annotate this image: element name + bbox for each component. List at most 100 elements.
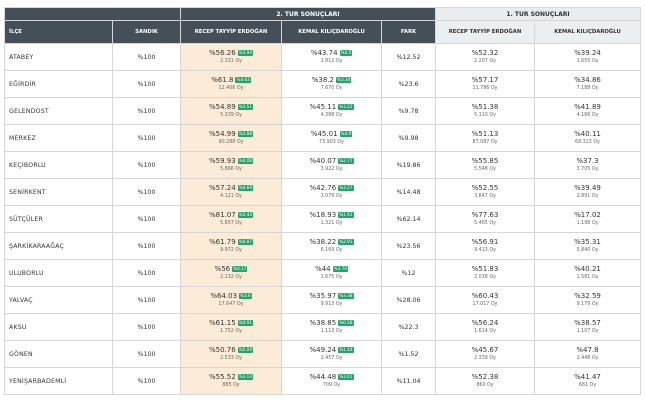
r1-rte-cell: %56.24 1.614 Oy [435,313,535,341]
r1-rte-votes: 9.413 Oy [474,248,496,253]
table-row: SENİRKENT %100 %57.24 %4.69 4.121 Oy %42.… [4,178,642,206]
rte-pct-line: %55.52 %3.14 [181,373,281,382]
kk-cell: %18.93 %1.91 1.321 Oy [281,205,382,233]
rte-votes: 5.339 Oy [220,113,242,118]
kk-pct-line: %45.11 %3.22 [282,103,381,112]
kk-cell: %42.76 %3.27 3.079 Oy [281,178,382,206]
rte-cell: %64.03 %3.6 17.647 Oy [180,286,282,314]
r1-rte-pct: %77.63 [471,211,499,219]
results-body: ATABEY %100 %56.26 %3.94 2.331 Oy %43.74%… [4,43,642,395]
fark-value: %28.06 [381,286,436,314]
kk-votes: 3.922 Oy [320,167,343,172]
kk-cell: %38.85 %0.28 1.113 Oy [281,313,382,341]
group-header-row: 2. TUR SONUÇLARI 1. TUR SONUÇLARI [4,7,642,21]
fark-value: %62.14 [381,205,436,233]
r1-kk-pct: %17.02 [574,211,601,219]
ilce-name: ATABEY [4,43,113,71]
rte-pct-line: %59.93 %4.08 [181,157,281,166]
rte-cell: %81.07 %3.44 5.657 Oy [180,205,282,233]
r1-rte-votes: 2.339 Oy [474,356,496,361]
ilce-name: GÖNEN [4,340,113,368]
rte-pct-line: %56.26 %3.94 [181,49,281,58]
rte-pct: %81.07 [208,211,236,219]
r1-kk-pct: %47.8 [576,346,599,354]
r1-rte-votes: 11.786 Oy [472,86,498,91]
kk-pct: %38.22 [309,238,337,246]
ilce-name: SÜTÇÜLER [4,205,113,233]
r1-rte-votes: 5.548 Oy [474,167,496,172]
rte-pct: %54.99 [208,130,236,138]
r1-rte-cell: %45.67 2.339 Oy [435,340,535,368]
kk-votes: 6.169 Oy [320,248,343,253]
kk-pct-line: %42.76 %3.27 [282,184,381,193]
sandik-value: %100 [112,124,181,152]
table-row: MERKEZ %100 %54.99 %3.88 90.288 Oy %45.01… [4,124,642,152]
results-table: 2. TUR SONUÇLARI 1. TUR SONUÇLARI İLÇE S… [4,7,642,395]
rte-change-badge: %3.14 [237,374,253,380]
col-ilce: İLÇE [4,20,113,44]
fark-value: %12 [381,259,436,287]
ilce-name: YENİŞARBADEMLİ [4,367,113,395]
ilce-name: AKSU [4,313,113,341]
sandik-value: %100 [112,259,181,287]
r1-kk-pct: %39.49 [574,184,601,192]
r1-kk-cell: %40.11 68.323 Oy [533,124,642,152]
kk-change-badge: %3.34 [335,77,352,83]
r1-kk-votes: 9.179 Oy [576,302,599,307]
kk-pct-line: %40.07 %2.77 [282,157,381,166]
rte-votes: 1.752 Oy [220,329,242,334]
rte-change-badge: %5.09 [237,347,253,353]
r1-rte-pct: %51.38 [471,103,499,111]
rte-votes: 2.533 Oy [220,356,242,361]
r1-rte-votes: 17.017 Oy [472,302,498,307]
r1-kk-cell: %38.57 1.107 Oy [533,313,642,341]
rte-votes: 5.866 Oy [220,167,242,172]
rte-cell: %57.24 %4.69 4.121 Oy [180,178,282,206]
fark-value: %19.86 [381,151,436,179]
kk-votes: 4.388 Oy [320,113,343,118]
kk-cell: %44.48 %3.01 709 Oy [281,367,382,395]
r1-kk-cell: %40.21 1.581 Oy [533,259,642,287]
r1-rte-pct: %51.83 [471,265,499,273]
group-header-blank [4,7,181,21]
rte-pct-line: %61.8 %4.63 [181,76,281,85]
r1-kk-pct: %38.57 [574,319,601,327]
kk-pct: %43.74 [310,49,338,57]
r1-rte-votes: 5.110 Oy [474,113,496,118]
col-kk: KEMAL KILIÇDAROĞLU [281,20,382,44]
r1-kk-votes: 2.448 Oy [576,356,599,361]
rte-votes: 885 Oy [222,383,240,388]
sandik-value: %100 [112,70,181,98]
ilce-name: ULUBORLU [4,259,113,287]
r1-rte-votes: 2.207 Oy [474,59,496,64]
rte-change-badge: %3.88 [237,131,253,137]
ilce-name: KEÇİBORLU [4,151,113,179]
rte-pct: %55.52 [208,373,236,381]
r1-kk-votes: 1.198 Oy [576,221,599,226]
r1-rte-cell: %51.83 2.038 Oy [435,259,535,287]
kk-pct-line: %38.2 %3.34 [282,76,381,85]
rte-pct: %59.93 [208,157,236,165]
kk-pct: %44.48 [309,373,337,381]
col-fark: FARK [381,20,436,44]
r1-kk-cell: %37.3 3.705 Oy [533,151,642,179]
kk-cell: %45.01 %4.9 73.903 Oy [281,124,382,152]
kk-cell: %45.11 %3.22 4.388 Oy [281,97,382,125]
kk-pct-line: %45.01 %4.9 [282,130,381,139]
sandik-value: %100 [112,286,181,314]
r1-rte-pct: %52.55 [471,184,499,192]
rte-cell: %61.8 %4.63 12.406 Oy [180,70,282,98]
r1-kk-votes: 2.891 Oy [576,194,599,199]
kk-votes: 1.812 Oy [320,59,343,64]
r1-kk-pct: %35.31 [574,238,601,246]
ilce-name: GELENDOST [4,97,113,125]
table-row: ATABEY %100 %56.26 %3.94 2.331 Oy %43.74%… [4,43,642,71]
kk-pct-line: %49.24 %1.44 [282,346,381,355]
r1-kk-votes: 5.840 Oy [576,248,599,253]
kk-cell: %43.74 %4.5 1.812 Oy [281,43,382,71]
rte-pct-line: %57.24 %4.69 [181,184,281,193]
kk-votes: 3.079 Oy [320,194,343,199]
sandik-value: %100 [112,43,181,71]
rte-cell: %59.93 %4.08 5.866 Oy [180,151,282,179]
table-row: AKSU %100 %61.15 %4.91 1.752 Oy %38.85 %0.… [4,313,642,341]
